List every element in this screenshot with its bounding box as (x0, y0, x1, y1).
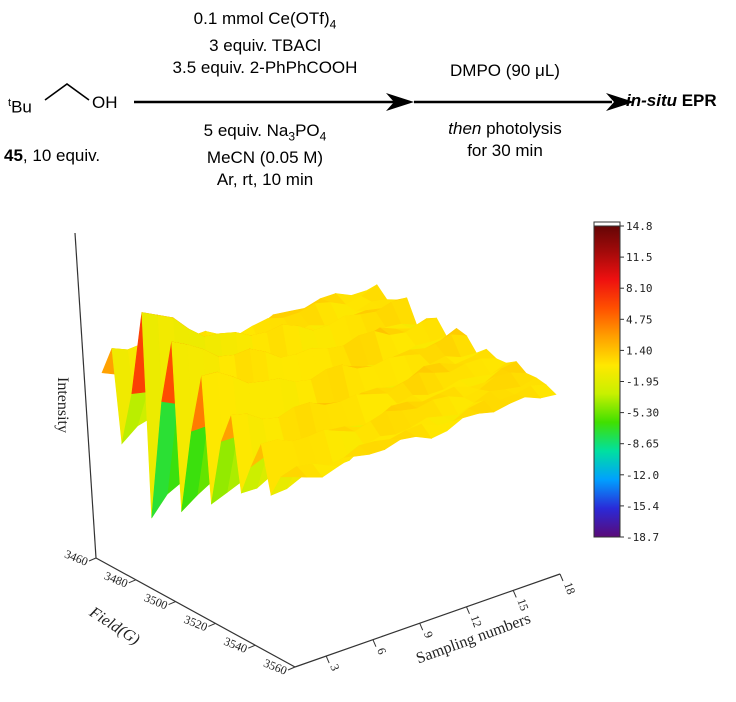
colorbar-tick-label: -8.65 (626, 438, 659, 451)
photolysis-word: photolysis (481, 119, 562, 138)
dmpo-suffix: L) (544, 61, 560, 80)
dmpo-prefix: DMPO (90 (450, 61, 536, 80)
x-tick-label: 18 (561, 580, 578, 596)
colorbar-tick-label: -18.7 (626, 531, 659, 544)
colorbar-tick-label: -1.95 (626, 376, 659, 389)
colorbar-tick-label: 14.8 (626, 220, 653, 233)
step1-line1-sub: 4 (329, 17, 337, 32)
product-label: in-situ EPR (626, 90, 717, 112)
x-tick-label: 6 (374, 646, 389, 656)
y-tick-mark (168, 601, 176, 606)
substrate-tbu: tBu (8, 92, 32, 119)
y-tick-label: 3560 (262, 656, 289, 678)
step1-arrow (134, 93, 414, 111)
step1-conditions-below: 5 equiv. Na3PO4 MeCN (0.05 M) Ar, rt, 10… (135, 120, 395, 191)
colorbar-gradient (593, 221, 621, 538)
step1-below-line3: Ar, rt, 10 min (216, 170, 314, 190)
step1-below-line2: MeCN (0.05 M) (206, 148, 324, 168)
y-tick-mark (208, 622, 216, 627)
step1-below-line1: 5 equiv. Na3PO4 (135, 120, 395, 147)
product-epr: EPR (677, 91, 717, 110)
colorbar-cap (593, 221, 621, 227)
product-insitu: in-situ (626, 91, 677, 110)
step2-below-line2: for 30 min (467, 141, 543, 160)
colorbar: 14.8 11.5 8.10 4.75 1.40 -1.95 -5.30 -8.65 -12.0… (593, 220, 659, 544)
x-tick-label: 3 (327, 662, 342, 672)
step1-line1: 0.1 mmol Ce(OTf)4 (135, 8, 395, 35)
step1-line3: 3.5 equiv. 2-PhPhCOOH (172, 58, 358, 78)
then-word: then (448, 119, 482, 138)
y-tick-label: 3540 (222, 634, 249, 656)
y-axis-line (95, 557, 296, 668)
step1-line2: 3 equiv. TBACl (209, 36, 321, 56)
x-ticks: 3 6 9 12 15 18 (325, 573, 578, 673)
na-sub: 3 (288, 129, 296, 144)
step2-below-line1: then photolysis (410, 118, 600, 140)
x-tick-label: 15 (514, 597, 531, 613)
x-tick-mark (512, 590, 517, 598)
x-tick-mark (559, 573, 564, 582)
colorbar-tick-label: 1.40 (626, 344, 653, 357)
y-tick-label: 3520 (182, 612, 209, 634)
substrate-tbu-sup: t (8, 97, 12, 109)
y-tick-mark (248, 644, 256, 649)
colorbar-tick-label: 4.75 (626, 313, 653, 326)
substrate-structure (44, 83, 90, 101)
substrate-equiv: , 10 equiv. (22, 146, 101, 165)
x-tick-label: 12 (468, 613, 485, 629)
y-axis-label: Field(G) (86, 603, 143, 648)
step2-conditions-below: then photolysis for 30 min (410, 118, 600, 162)
po-sub: 4 (319, 129, 327, 144)
colorbar-tick-label: 11.5 (626, 251, 653, 264)
step2-conditions-above: DMPO (90 μL) (410, 60, 600, 82)
substrate-tbu-group: Bu (11, 97, 32, 117)
colorbar-tick-label: 8.10 (626, 282, 653, 295)
substrate-compound-number: 45 (4, 146, 23, 165)
y-tick-label: 3500 (142, 590, 169, 612)
step1-line1-text: 0.1 mmol Ce(OTf) (193, 9, 330, 28)
colorbar-tick-label: -5.30 (626, 407, 659, 420)
substrate-label: 45, 10 equiv. (4, 145, 100, 167)
x-tick-mark (372, 639, 377, 647)
y-tick-mark (128, 579, 136, 584)
x-tick-mark (325, 655, 330, 664)
reaction-scheme: tBu OH 45, 10 equiv. 0.1 mmol Ce(OTf)4 3… (0, 0, 736, 215)
surface-patch (280, 466, 308, 478)
chart-axes (74, 232, 561, 668)
po-mid: PO (295, 121, 320, 140)
colorbar-tick-label: -15.4 (626, 500, 659, 513)
z-axis-label: Intensity (54, 377, 71, 433)
colorbar-tick-label: -12.0 (626, 469, 659, 482)
z-axis-line (74, 232, 97, 559)
na-prefix: 5 equiv. Na (203, 121, 289, 140)
x-axis-line (294, 573, 561, 668)
surface-plot (101, 284, 557, 519)
y-tick-label: 3460 (63, 547, 90, 569)
step2-arrow (414, 93, 634, 111)
x-tick-mark (419, 623, 424, 631)
dmpo-mu: μ (535, 61, 545, 80)
substrate-oh: OH (92, 93, 118, 112)
x-tick-mark (466, 606, 470, 615)
y-tick-mark (287, 666, 296, 671)
y-tick-mark (88, 557, 97, 562)
y-tick-label: 3480 (102, 569, 129, 591)
step1-conditions-above: 0.1 mmol Ce(OTf)4 3 equiv. TBACl 3.5 equ… (135, 8, 395, 79)
x-tick-label: 9 (421, 629, 436, 639)
